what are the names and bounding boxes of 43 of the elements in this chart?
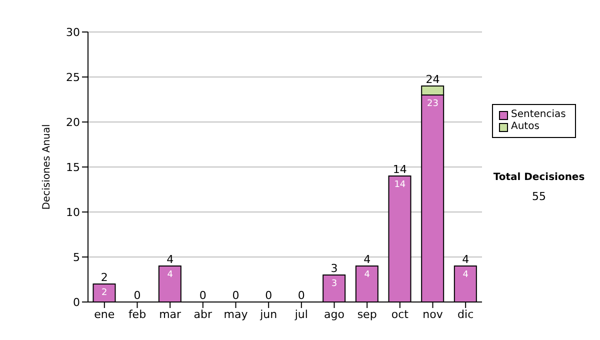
total-label: 4 [166, 253, 174, 266]
x-tick-label: sep [357, 308, 377, 321]
x-tick-label: nov [422, 308, 444, 321]
total-label: 2 [100, 271, 108, 284]
data-label: 2 [102, 288, 108, 298]
total-label: 3 [330, 262, 338, 275]
y-tick-label: 5 [73, 250, 80, 264]
text: Total Decisiones [492, 172, 586, 183]
x-tick-label: ene [94, 308, 115, 321]
data-label: 3 [331, 279, 338, 289]
x-tick-label: oct [391, 308, 410, 321]
y-tick-label: 0 [73, 296, 80, 309]
total-label: 0 [134, 289, 141, 302]
total-label: 0 [199, 289, 206, 302]
y-axis-title: Decisiones Anual [42, 124, 53, 210]
total-label: 0 [265, 289, 272, 302]
y-tick-label: 15 [66, 160, 80, 174]
legend-label: Autos [511, 121, 540, 133]
total-label: 24 [426, 73, 440, 86]
text: 55 [531, 190, 547, 203]
x-tick-label: abr [194, 308, 213, 321]
data-label: 4 [167, 270, 174, 280]
data-label: 14 [394, 180, 406, 190]
y-tick-label: 30 [66, 26, 80, 39]
x-tick-label: jun [259, 308, 278, 321]
x-tick-label: jul [294, 308, 308, 321]
x-tick-label: may [224, 308, 248, 321]
data-label: 4 [462, 270, 469, 280]
x-tick-label: dic [458, 308, 474, 321]
y-tick-label: 10 [66, 206, 80, 219]
total-label: 0 [298, 289, 305, 302]
total-label: 4 [462, 253, 470, 266]
total-label: 0 [232, 289, 240, 302]
x-tick-label: feb [128, 308, 146, 321]
y-tick-label: 25 [66, 70, 80, 84]
total-label: 4 [364, 253, 371, 266]
data-label: 23 [427, 99, 438, 109]
total-label: 14 [392, 163, 407, 176]
data-label: 4 [364, 270, 370, 280]
x-tick-label: mar [159, 308, 182, 321]
x-tick-label: ago [324, 308, 345, 321]
y-tick-label: 20 [66, 116, 80, 129]
legend-label: Sentencias [511, 109, 566, 121]
